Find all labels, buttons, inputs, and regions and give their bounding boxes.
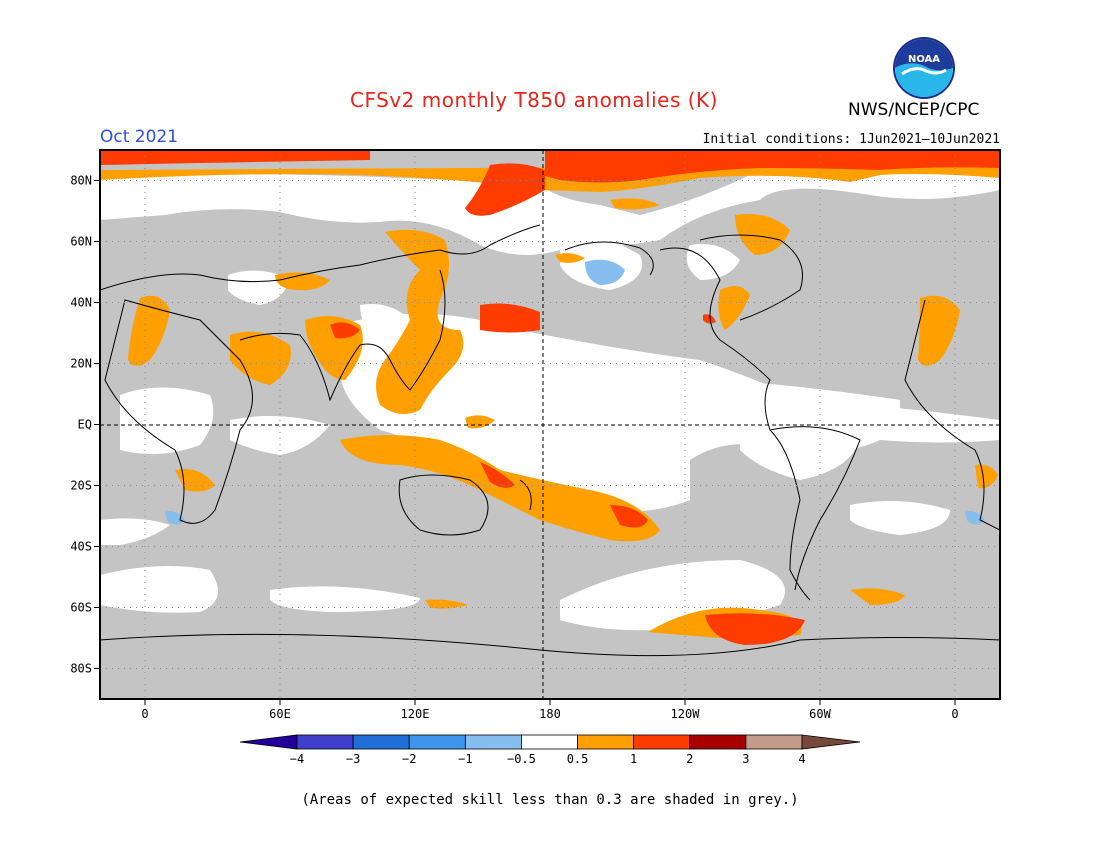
- colorbar-label: −3: [346, 752, 360, 766]
- lat-tick-label: EQ: [78, 418, 92, 432]
- agency-label: NWS/NCEP/CPC: [848, 100, 980, 120]
- map-title: CFSv2 monthly T850 anomalies (K): [350, 88, 718, 112]
- lon-tick-label: 60E: [269, 707, 291, 721]
- initial-conditions: Initial conditions: 1Jun2021–10Jun2021: [702, 132, 1000, 147]
- lat-tick-label: 40N: [70, 296, 92, 310]
- warm-anomaly-regions: [100, 165, 1000, 639]
- colorbar-label: −1: [458, 752, 472, 766]
- lat-tick-label: 60N: [70, 235, 92, 249]
- lon-tick-label: 120E: [401, 707, 430, 721]
- longitude-labels: 0 60E 120E 180 120W 60W 0: [141, 699, 959, 721]
- lat-tick-label: 40S: [70, 540, 92, 554]
- lat-tick-label: 60S: [70, 601, 92, 615]
- colorbar-label: −4: [290, 752, 304, 766]
- cool-anomaly-regions: [165, 259, 985, 525]
- colorbar-label: 2: [686, 752, 693, 766]
- gridlines: [100, 150, 1000, 699]
- lon-tick-label: 0: [951, 707, 958, 721]
- colorbar-label: 3: [742, 752, 749, 766]
- colorbar-swatch: [577, 734, 635, 750]
- colorbar-swatch: [633, 734, 691, 750]
- colorbar-swatch: [521, 734, 578, 750]
- colorbar-swatch: [745, 734, 803, 750]
- lon-tick-label: 0: [141, 707, 148, 721]
- noaa-logo: NOAA: [893, 37, 955, 99]
- colorbar-swatch: [408, 734, 466, 750]
- lat-tick-label: 20N: [70, 357, 92, 371]
- valid-date: Oct 2021: [100, 127, 179, 147]
- colorbar-label: −0.5: [507, 752, 536, 766]
- colorbar-label: −2: [402, 752, 416, 766]
- strong-warm-anomaly-regions: [100, 150, 1000, 645]
- logo-text: NOAA: [908, 54, 940, 65]
- colorbar-max-arrow: [801, 734, 861, 750]
- colorbar-swatch: [296, 734, 354, 750]
- lon-tick-label: 120W: [671, 707, 701, 721]
- lat-tick-label: 80S: [70, 662, 92, 676]
- lon-tick-label: 180: [539, 707, 561, 721]
- colorbar-label: 0.5: [567, 752, 589, 766]
- colorbar-label: 4: [798, 752, 805, 766]
- colorbar-swatch: [352, 734, 410, 750]
- colorbar-swatch: [689, 734, 747, 750]
- lon-tick-label: 60W: [809, 707, 831, 721]
- colorbar-swatch: [464, 734, 522, 750]
- lat-tick-label: 20S: [70, 479, 92, 493]
- coastlines: [100, 224, 1000, 657]
- colorbar-min-arrow: [239, 734, 298, 750]
- near-zero-regions: [100, 170, 1000, 631]
- latitude-labels: 80N 60N 40N 20N EQ 20S 40S 60S 80S: [70, 174, 100, 676]
- map-field: [100, 150, 1000, 699]
- lat-tick-label: 80N: [70, 174, 92, 188]
- skill-footnote: (Areas of expected skill less than 0.3 a…: [301, 792, 799, 808]
- colorbar-label: 1: [630, 752, 637, 766]
